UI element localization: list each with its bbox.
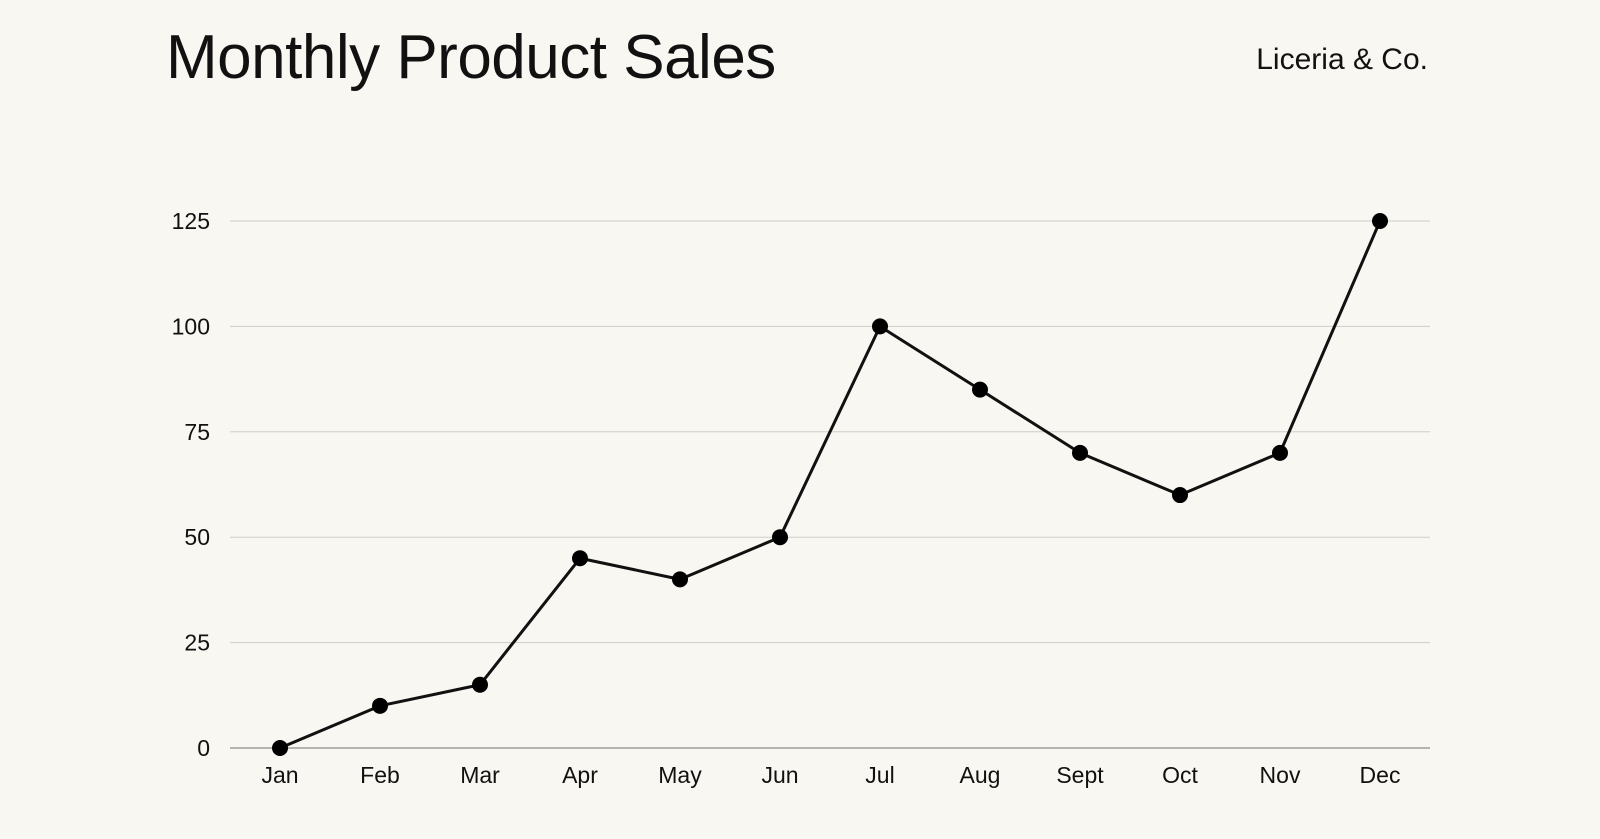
brand-name: Liceria & Co. (1256, 43, 1428, 76)
y-tick-label-125: 125 (172, 208, 210, 234)
x-tick-label-apr: Apr (562, 762, 598, 788)
x-tick-label-oct: Oct (1162, 762, 1198, 788)
x-tick-label-aug: Aug (960, 762, 1001, 788)
x-tick-label-mar: Mar (460, 762, 500, 788)
y-tick-label-75: 75 (184, 419, 210, 445)
data-point-jan (272, 740, 288, 756)
data-points (272, 213, 1388, 756)
x-tick-label-jun: Jun (761, 762, 798, 788)
data-point-oct (1172, 487, 1188, 504)
chart-title: Monthly Product Sales (166, 23, 776, 92)
x-tick-label-jul: Jul (865, 762, 894, 788)
data-point-jul (872, 318, 888, 335)
y-tick-label-25: 25 (184, 630, 210, 656)
data-point-apr (572, 550, 588, 567)
x-tick-label-jan: Jan (261, 762, 298, 788)
x-tick-label-nov: Nov (1260, 762, 1301, 788)
x-tick-label-sept: Sept (1056, 762, 1104, 788)
series-line (278, 219, 1382, 750)
series-sales (278, 219, 1382, 750)
y-axis-tick-labels: 0 25 50 75 100 125 (172, 208, 210, 761)
x-tick-label-feb: Feb (360, 762, 400, 788)
data-point-aug (972, 381, 988, 398)
x-axis-tick-labels: Jan Feb Mar Apr May Jun Jul Aug Sept Oct Nov Dec (261, 762, 1400, 788)
data-point-may (672, 571, 688, 588)
y-tick-label-50: 50 (184, 524, 210, 550)
data-point-nov (1272, 444, 1288, 461)
data-point-dec (1372, 213, 1388, 229)
data-point-mar (472, 676, 488, 693)
x-tick-label-may: May (658, 762, 702, 788)
data-point-jun (772, 529, 788, 546)
y-tick-label-100: 100 (172, 313, 210, 339)
x-tick-label-dec: Dec (1360, 762, 1401, 788)
y-tick-label-0: 0 (197, 735, 210, 761)
data-point-sept (1072, 444, 1088, 461)
data-point-feb (372, 697, 388, 714)
